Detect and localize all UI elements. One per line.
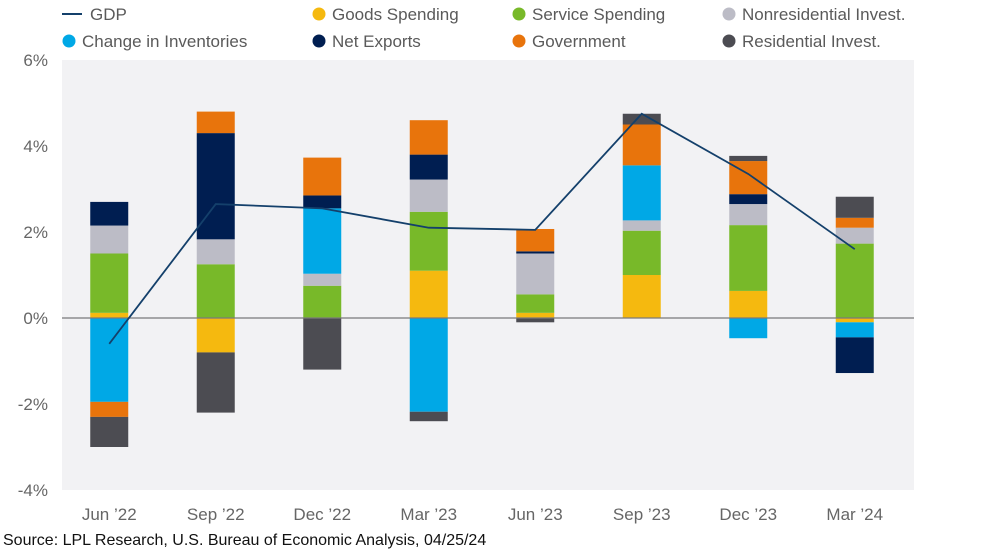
legend-dot-icon [62,34,76,48]
legend-item-change-in-inventories: Change in Inventories [62,32,247,51]
bar-net-exports-dec-23 [729,194,768,205]
bar-service-spending-dec-22 [303,285,342,318]
bar-change-in-inventories-dec-23 [729,318,768,339]
bar-change-in-inventories-dec-22 [303,208,342,274]
bar-service-spending-sep-23 [622,230,661,275]
bar-change-in-inventories-sep-23 [622,165,661,221]
x-tick-label: Dec ’22 [293,505,351,524]
bar-goods-spending-sep-22 [196,318,235,353]
bar-net-exports-sep-22 [196,133,235,240]
bar-goods-spending-jun-23 [516,312,555,318]
gdp-line [108,112,856,345]
x-tick-label: Jun ’22 [82,505,137,524]
bar-residential-invest-jun-23 [516,318,555,323]
y-axis: 6% 4% 2% 0% -2% -4% [18,51,48,500]
x-tick-label: Mar ’24 [826,505,883,524]
bar-government-jun-23 [516,228,555,252]
bar-nonresidential-invest-dec-23 [729,204,768,226]
legend-dot-icon [512,7,526,21]
legend-dot-icon [312,34,326,48]
bar-net-exports-mar-24 [835,337,874,374]
legend-dot-icon [312,7,326,21]
bar-nonresidential-invest-jun-22 [90,225,129,254]
bar-service-spending-sep-22 [196,264,235,318]
legend-item-gdp: GDP [62,5,127,24]
bar-nonresidential-invest-jun-23 [516,253,555,295]
y-tick-label: 4% [23,137,48,156]
bar-net-exports-jun-22 [90,201,129,226]
legend-label: Service Spending [532,5,665,24]
bar-service-spending-jun-22 [90,253,129,313]
bar-change-in-inventories-jun-22 [90,318,129,402]
bar-net-exports-jun-23 [516,251,555,254]
bar-goods-spending-mar-23 [409,270,448,318]
legend-label: Government [532,32,626,51]
x-tick-label: Sep ’23 [613,505,671,524]
bar-service-spending-dec-23 [729,225,768,291]
bar-change-in-inventories-mar-24 [835,322,874,338]
bar-goods-spending-dec-23 [729,290,768,318]
legend-label: GDP [90,5,127,24]
legend-label: Nonresidential Invest. [742,5,905,24]
x-tick-label: Dec ’23 [719,505,777,524]
bar-service-spending-jun-23 [516,294,555,313]
bar-residential-invest-mar-23 [409,411,448,422]
y-tick-label: 2% [23,223,48,242]
legend-item-goods-spending: Goods Spending [312,5,459,24]
source-note: Source: LPL Research, U.S. Bureau of Eco… [3,532,487,549]
legend-item-residential-invest: Residential Invest. [722,32,881,51]
bar-nonresidential-invest-sep-23 [622,220,661,231]
bar-net-exports-mar-23 [409,154,448,180]
bar-goods-spending-mar-24 [835,318,874,323]
legend-dot-icon [722,34,736,48]
bar-government-dec-22 [303,157,342,196]
bar-government-jun-22 [90,401,129,417]
y-tick-label: -2% [18,395,48,414]
y-tick-label: 0% [23,309,48,328]
legend: GDP Goods Spending Service Spending Nonresi… [62,5,905,51]
bar-residential-invest-mar-24 [835,196,874,218]
bar-goods-spending-jun-22 [90,312,129,318]
bar-goods-spending-sep-23 [622,275,661,318]
bar-residential-invest-sep-23 [622,113,661,125]
bars-layer [90,111,874,447]
bar-government-sep-23 [622,124,661,166]
bar-net-exports-dec-22 [303,195,342,209]
legend-item-government: Government [512,32,626,51]
gdp-line-layer [108,112,856,345]
bar-nonresidential-invest-dec-22 [303,273,342,286]
bar-service-spending-mar-23 [409,211,448,271]
legend-item-net-exports: Net Exports [312,32,421,51]
y-tick-label: -4% [18,481,48,500]
legend-label: Change in Inventories [82,32,247,51]
x-tick-label: Jun ’23 [508,505,563,524]
bar-nonresidential-invest-mar-24 [835,227,874,244]
bar-residential-invest-dec-22 [303,318,342,370]
legend-label: Net Exports [332,32,421,51]
bar-residential-invest-sep-22 [196,352,235,413]
bar-government-mar-23 [409,120,448,155]
legend-dot-icon [722,7,736,21]
bar-government-mar-24 [835,217,874,228]
plot-background [62,60,914,490]
legend-dot-icon [512,34,526,48]
bar-nonresidential-invest-mar-23 [409,179,448,212]
bar-residential-invest-dec-23 [729,155,768,162]
x-tick-label: Mar ’23 [400,505,457,524]
bar-nonresidential-invest-sep-22 [196,239,235,265]
x-axis: Jun ’22 Sep ’22 Dec ’22 Mar ’23 Jun ’23 Sep ’… [82,505,883,524]
x-tick-label: Sep ’22 [187,505,245,524]
legend-item-service-spending: Service Spending [512,5,665,24]
bar-service-spending-mar-24 [835,243,874,318]
bar-change-in-inventories-mar-23 [409,318,448,412]
bar-government-sep-22 [196,111,235,134]
y-tick-label: 6% [23,51,48,70]
legend-label: Residential Invest. [742,32,881,51]
legend-item-nonresidential-invest: Nonresidential Invest. [722,5,905,24]
bar-residential-invest-jun-22 [90,416,129,447]
legend-label: Goods Spending [332,5,459,24]
